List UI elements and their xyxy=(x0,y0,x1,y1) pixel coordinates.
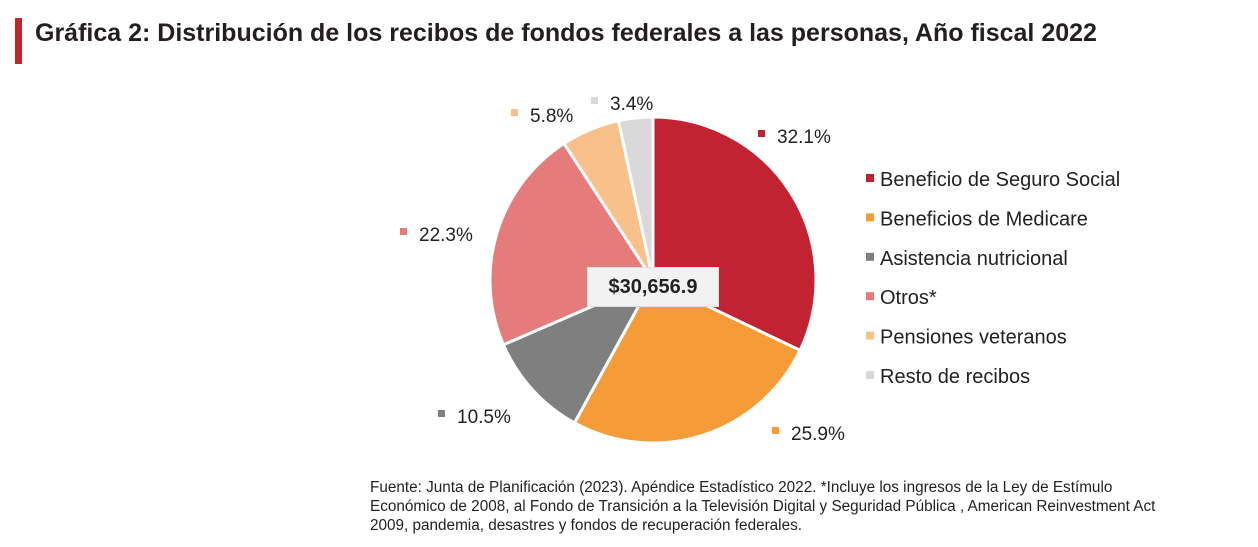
slice-label-otros: 22.3% xyxy=(419,225,473,246)
legend-label-otros: Otros* xyxy=(880,287,937,309)
total-value-box: $30,656.9 xyxy=(587,267,719,307)
pie-slice-resto-de-recibos xyxy=(616,115,655,281)
legend-label-beneficio-de-seguro-social: Beneficio de Seguro Social xyxy=(880,169,1120,191)
title-accent-bar xyxy=(15,18,22,64)
slice-label-asistencia-nutricional: 10.5% xyxy=(457,407,511,428)
legend-swatch-resto-de-recibos xyxy=(866,371,874,379)
legend-swatch-pensiones-veteranos xyxy=(866,331,874,340)
source-note: Fuente: Junta de Planificación (2023). A… xyxy=(370,479,1156,534)
slice-label-resto-de-recibos: 3.4% xyxy=(610,94,653,115)
legend-label-beneficios-de-medicare: Beneficios de Medicare xyxy=(880,208,1088,230)
slice-label-pensiones-veteranos: 5.8% xyxy=(530,106,573,127)
pie-slice-asistencia-nutricional xyxy=(501,276,657,425)
slice-label-marker-pensiones-veteranos xyxy=(511,109,518,116)
slice-label-marker-asistencia-nutricional xyxy=(438,410,445,417)
slice-label-beneficio-de-seguro-social: 32.1% xyxy=(777,127,831,148)
slice-label-marker-otros xyxy=(400,228,407,235)
slice-label-marker-beneficios-de-medicare xyxy=(772,427,779,434)
chart-title: Gráfica 2: Distribución de los recibos d… xyxy=(35,19,1097,47)
legend-swatch-beneficio-de-seguro-social xyxy=(866,174,874,182)
slice-label-beneficios-de-medicare: 25.9% xyxy=(791,424,845,445)
legend-label-resto-de-recibos: Resto de recibos xyxy=(880,366,1030,388)
legend-swatch-beneficios-de-medicare xyxy=(866,213,874,222)
slice-label-marker-resto-de-recibos xyxy=(591,97,598,104)
legend-swatch-asistencia-nutricional xyxy=(866,252,874,261)
slice-labels: 32.1% 25.9% 10.5% 22.3% 5.8% 3.4% xyxy=(400,94,845,445)
legend-swatch-otros xyxy=(866,292,874,301)
legend-label-asistencia-nutricional: Asistencia nutricional xyxy=(880,248,1068,270)
legend-label-pensiones-veteranos: Pensiones veteranos xyxy=(880,327,1067,349)
legend: Beneficio de Seguro Social Beneficios de … xyxy=(866,169,1120,388)
slice-label-marker-beneficio-de-seguro-social xyxy=(758,130,765,137)
